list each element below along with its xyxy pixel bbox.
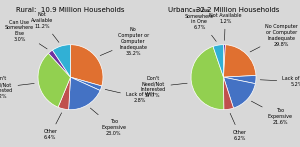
Wedge shape <box>49 50 70 77</box>
Title: Rural:  10.9 Million Households: Rural: 10.9 Million Households <box>16 7 125 13</box>
Text: Don't
Need/Not
Interested
57.7%: Don't Need/Not Interested 57.7% <box>140 76 187 98</box>
Wedge shape <box>224 77 255 108</box>
Text: No
Computer or
Computer
Inadequate
35.2%: No Computer or Computer Inadequate 35.2% <box>100 27 149 56</box>
Wedge shape <box>69 77 100 110</box>
Wedge shape <box>213 45 224 77</box>
Wedge shape <box>38 53 70 107</box>
Title: Urban:  32.2 Million Households: Urban: 32.2 Million Households <box>168 7 279 13</box>
Text: Lack of Skill
5.2%: Lack of Skill 5.2% <box>260 76 300 87</box>
Text: Can Use
Somewhere
in One
6.7%: Can Use Somewhere in One 6.7% <box>185 8 216 41</box>
Wedge shape <box>224 77 233 110</box>
Wedge shape <box>52 45 70 77</box>
Wedge shape <box>58 77 70 110</box>
Wedge shape <box>224 45 225 77</box>
Wedge shape <box>70 45 103 86</box>
Text: Not
Available
11.2%: Not Available 11.2% <box>31 12 59 42</box>
Text: Don't
Need/Not
Interested
38.2%: Don't Need/Not Interested 38.2% <box>0 76 34 99</box>
Wedge shape <box>191 46 224 110</box>
Text: Other
6.4%: Other 6.4% <box>43 113 62 140</box>
Wedge shape <box>70 77 102 91</box>
Text: Too
Expensive
23.0%: Too Expensive 23.0% <box>90 108 126 136</box>
Wedge shape <box>224 75 256 84</box>
Text: Too
Expensive
21.6%: Too Expensive 21.6% <box>251 101 292 125</box>
Text: No Computer
or Computer
Inadequate
29.8%: No Computer or Computer Inadequate 29.8% <box>250 24 298 52</box>
Text: Lack of Will
2.8%: Lack of Will 2.8% <box>105 89 154 103</box>
Wedge shape <box>224 45 256 77</box>
Text: Not Available
1.2%: Not Available 1.2% <box>209 13 242 40</box>
Text: Can Use
Somewhere
Else
3.0%: Can Use Somewhere Else 3.0% <box>5 20 47 49</box>
Text: Other
6.2%: Other 6.2% <box>230 113 247 141</box>
